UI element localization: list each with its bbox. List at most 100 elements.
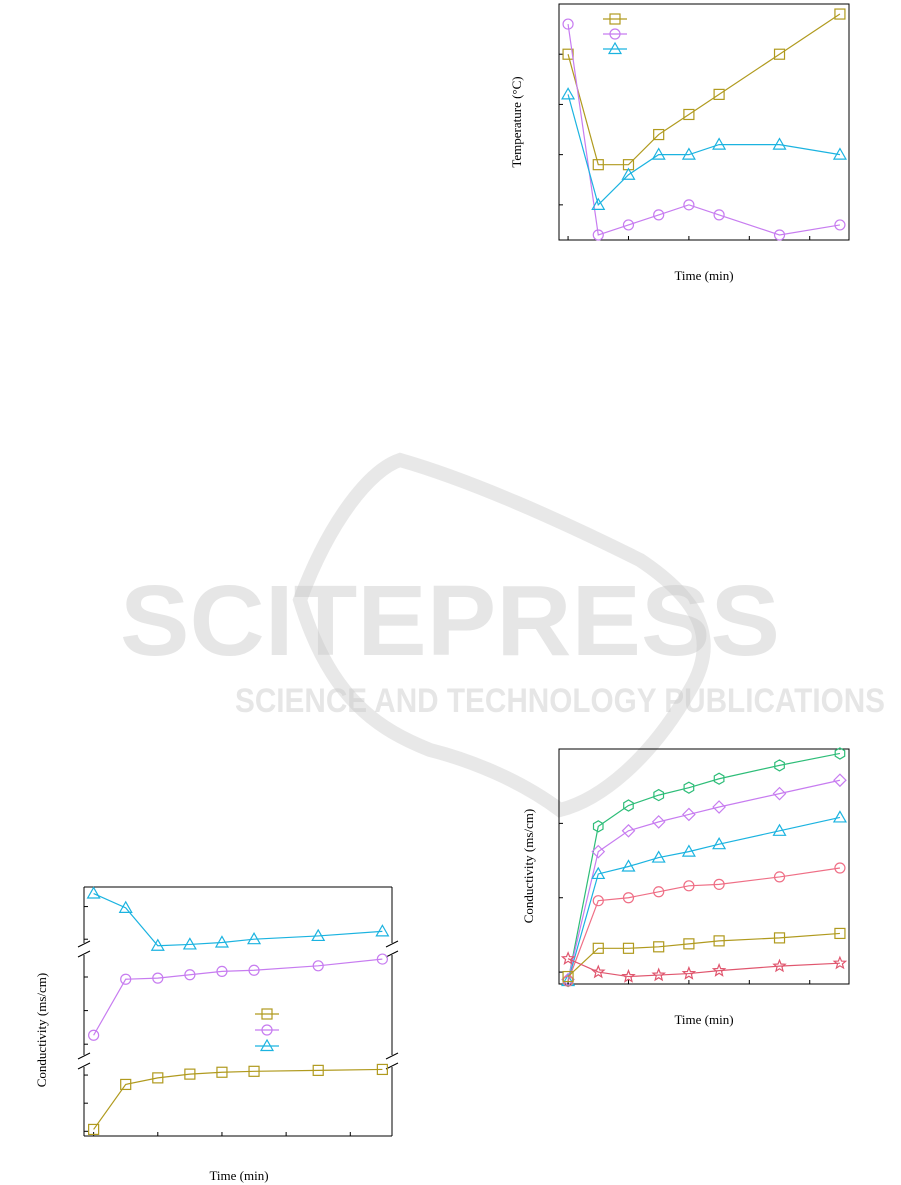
plot-frame [558, 3, 850, 241]
series-group [86, 886, 390, 1136]
series-2 [561, 87, 847, 210]
series-4 [562, 927, 846, 983]
data-point [592, 159, 604, 171]
data-point [592, 229, 604, 241]
data-point [184, 969, 196, 981]
data-point [621, 968, 636, 983]
data-point [376, 953, 388, 965]
axis-break-mark [385, 1062, 399, 1070]
data-point [592, 895, 604, 907]
series-1 [561, 773, 847, 987]
series-line [93, 892, 383, 947]
data-point [711, 962, 727, 977]
series-3 [562, 862, 846, 987]
data-point [651, 815, 666, 829]
data-point [653, 941, 665, 953]
y-axis-ticks [559, 3, 563, 206]
x-axis-ticks [567, 236, 811, 240]
series-line [567, 752, 841, 982]
data-point [773, 229, 786, 241]
data-point [832, 810, 847, 823]
data-point [683, 781, 695, 794]
series-2 [561, 810, 847, 987]
data-point [152, 1072, 164, 1084]
data-point [681, 965, 697, 980]
data-point [248, 1065, 260, 1077]
data-point [683, 880, 695, 892]
legend [255, 1008, 279, 1052]
data-point [713, 772, 725, 785]
data-point [683, 108, 695, 121]
series-5 [560, 951, 848, 983]
data-point [182, 937, 197, 950]
data-point [653, 886, 665, 898]
data-point [150, 938, 165, 951]
series-0 [562, 747, 846, 988]
data-point [713, 88, 725, 100]
data-point [651, 967, 666, 982]
axis-break-mark [385, 950, 399, 958]
data-point [562, 48, 574, 60]
data-point [834, 747, 846, 760]
data-point [834, 862, 846, 874]
data-point [591, 197, 606, 210]
series-0 [88, 1063, 388, 1136]
data-point [118, 900, 133, 913]
data-point [623, 799, 634, 812]
data-point [712, 836, 727, 850]
data-point [834, 219, 846, 231]
data-point [682, 807, 696, 822]
data-point [833, 773, 847, 788]
data-point [653, 128, 665, 141]
data-point [713, 209, 725, 221]
data-point [772, 786, 787, 801]
data-point [88, 1123, 100, 1136]
data-point [152, 972, 164, 984]
data-point [773, 48, 786, 60]
data-point [560, 951, 576, 965]
axis-break-mark [77, 1062, 91, 1070]
y-axis-label: Conductivity (ms/cm) [34, 973, 49, 1087]
x-axis-ticks [567, 980, 811, 984]
data-point [651, 850, 666, 863]
data-point [773, 871, 786, 883]
data-point [592, 942, 604, 954]
data-point [653, 209, 665, 221]
data-point [713, 935, 725, 947]
data-point [86, 886, 101, 899]
legend-marker [259, 1038, 275, 1052]
data-point [653, 788, 665, 802]
data-point [216, 965, 228, 978]
data-point [774, 759, 785, 772]
legend-marker [261, 1008, 273, 1020]
series-2 [86, 886, 390, 951]
axis-break-mark [77, 950, 91, 958]
data-point [311, 928, 326, 942]
data-point [772, 823, 787, 836]
data-point [681, 844, 696, 857]
data-point [621, 859, 636, 872]
watermark-swoosh [292, 452, 711, 818]
axis-break-mark [385, 1052, 399, 1060]
data-point [248, 964, 260, 976]
data-point [713, 878, 725, 890]
axis-break-mark [385, 940, 399, 948]
x-axis-label: Time (min) [209, 1168, 268, 1183]
watermark-tagline: SCIENCE AND TECHNOLOGY PUBLICATIONS [235, 682, 885, 720]
data-point [621, 167, 636, 180]
data-point [214, 935, 229, 948]
plot-frame [77, 886, 399, 1137]
data-point [591, 964, 606, 979]
y-axis-label: Conductivity (ms/cm) [521, 809, 536, 923]
data-point [773, 932, 786, 944]
data-point [683, 938, 695, 950]
data-point [591, 866, 606, 880]
axis-break-mark [77, 940, 91, 948]
data-point [772, 958, 787, 973]
series-0 [562, 8, 846, 171]
legend-marker [261, 1024, 273, 1036]
data-point [562, 970, 574, 983]
